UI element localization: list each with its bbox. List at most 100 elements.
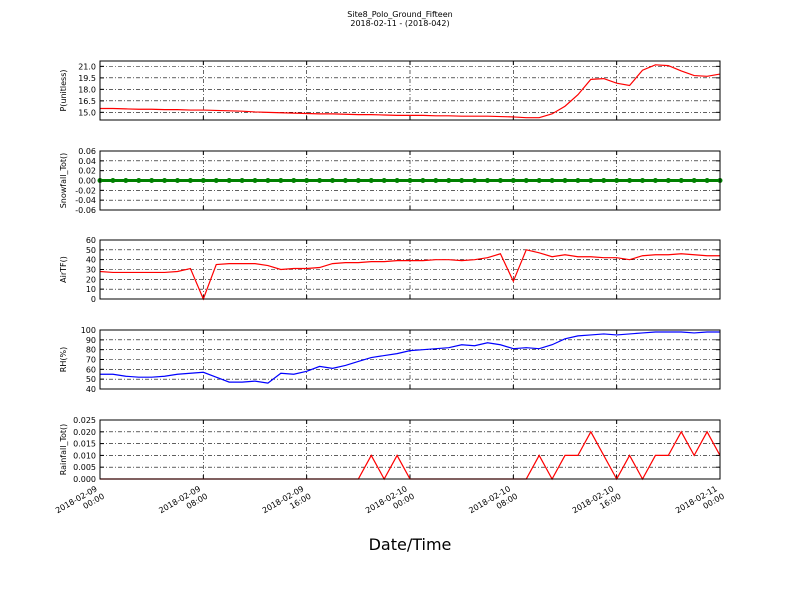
chart-subtitle: 2018-02-11 - (2018-042) xyxy=(350,19,449,28)
plot-frame xyxy=(99,419,721,480)
data-point xyxy=(394,178,400,183)
data-point xyxy=(523,178,529,183)
x-tick-label-group: 2018-02-09 00:00 xyxy=(54,483,106,524)
y-axis-label: AirTF() xyxy=(59,256,68,283)
y-tick-label: 0.015 xyxy=(73,440,96,449)
data-point xyxy=(304,178,310,183)
y-tick-label: 0.025 xyxy=(73,416,96,425)
y-tick-label: 21.0 xyxy=(78,62,96,71)
data-point xyxy=(200,178,206,183)
y-tick-label: 0.00 xyxy=(78,177,96,186)
plot-frame xyxy=(99,329,721,390)
x-tick-label-group: 2018-02-10 08:00 xyxy=(467,483,519,524)
data-point xyxy=(652,178,658,183)
y-tick-label: 20 xyxy=(86,275,96,284)
y-tick-label: 50 xyxy=(86,375,96,384)
y-tick-label: -0.04 xyxy=(75,196,96,205)
data-point xyxy=(497,178,503,183)
y-axis-label: P(unitless) xyxy=(59,69,68,111)
chart-title: Site8_Polo_Ground_Fifteen xyxy=(347,10,452,19)
data-point xyxy=(562,178,568,183)
data-point xyxy=(175,178,180,183)
data-point xyxy=(678,178,684,183)
y-axis-label: Rainfall_Tot() xyxy=(59,424,68,476)
data-point xyxy=(665,178,671,183)
data-point xyxy=(149,178,155,183)
data-point xyxy=(472,178,478,183)
y-tick-label: 80 xyxy=(86,346,96,355)
data-point xyxy=(549,178,555,183)
y-tick-label: -0.06 xyxy=(75,206,96,215)
x-tick-label: 2018-02-11 00:00 xyxy=(674,483,726,524)
data-point xyxy=(317,178,323,183)
x-tick-label-group: 2018-02-10 00:00 xyxy=(364,483,416,524)
data-point xyxy=(614,178,620,183)
data-line xyxy=(100,64,721,119)
data-point xyxy=(342,178,348,183)
x-tick-label-group: 2018-02-09 08:00 xyxy=(157,483,209,524)
data-point xyxy=(239,178,245,183)
plot-frame xyxy=(99,60,721,121)
y-axis-label: Snowfall_Tot() xyxy=(59,153,68,209)
x-tick-label-group: 2018-02-11 00:00 xyxy=(674,483,726,524)
data-point xyxy=(446,178,452,183)
x-tick-label-group: 2018-02-10 16:00 xyxy=(571,483,623,515)
data-point xyxy=(485,178,490,183)
y-tick-label: 0.005 xyxy=(73,463,96,472)
data-point xyxy=(110,178,116,183)
data-point xyxy=(136,178,142,183)
y-tick-label: 60 xyxy=(86,365,96,374)
y-tick-label: -0.02 xyxy=(75,186,96,195)
y-tick-label: 90 xyxy=(86,336,96,345)
y-tick-label: 18.0 xyxy=(78,85,96,94)
x-tick-label: 2018-02-10 08:00 xyxy=(467,483,519,524)
plot-frame xyxy=(99,239,721,300)
data-point xyxy=(459,178,465,183)
y-tick-label: 40 xyxy=(86,256,96,265)
y-tick-label: 0 xyxy=(91,295,96,304)
y-tick-label: 16.5 xyxy=(78,97,96,106)
data-point xyxy=(601,178,607,183)
x-tick-label: 2018-02-09 08:00 xyxy=(157,483,209,524)
y-tick-label: 10 xyxy=(86,285,96,294)
x-axis-label: Date/Time xyxy=(369,535,452,554)
data-point xyxy=(265,178,271,183)
x-tick-label: 2018-02-09 00:00 xyxy=(54,483,106,524)
data-point xyxy=(213,178,219,183)
plot-frame xyxy=(99,150,721,211)
data-point xyxy=(640,178,645,183)
data-point xyxy=(162,178,168,183)
data-point xyxy=(187,178,193,183)
data-point xyxy=(536,178,542,183)
data-point xyxy=(355,178,361,183)
x-tick-label: 2018-02-10 00:00 xyxy=(364,483,416,524)
y-tick-label: 40 xyxy=(86,385,96,394)
data-point xyxy=(368,178,374,183)
data-point xyxy=(381,178,387,183)
y-tick-label: 60 xyxy=(86,236,96,245)
data-point xyxy=(226,178,232,183)
data-point xyxy=(588,178,594,183)
data-point xyxy=(420,178,426,183)
data-point xyxy=(252,178,258,183)
data-point xyxy=(510,178,516,183)
y-tick-label: 50 xyxy=(86,246,96,255)
y-tick-label: 0.02 xyxy=(78,167,96,176)
data-point xyxy=(407,178,413,183)
data-point xyxy=(330,178,335,183)
data-point xyxy=(433,178,439,183)
y-tick-label: 0.06 xyxy=(78,147,96,156)
data-point xyxy=(575,178,581,183)
x-tick-label-group: 2018-02-09 16:00 xyxy=(261,483,313,524)
y-tick-label: 0.000 xyxy=(73,475,96,484)
y-tick-label: 15.0 xyxy=(78,108,96,117)
y-tick-label: 19.5 xyxy=(78,74,96,83)
y-tick-label: 30 xyxy=(86,266,96,275)
y-tick-label: 0.010 xyxy=(73,451,96,460)
data-point xyxy=(123,178,129,183)
data-point xyxy=(278,178,284,183)
x-tick-label: 2018-02-09 16:00 xyxy=(261,483,313,524)
data-point xyxy=(291,178,297,183)
data-point xyxy=(627,178,633,183)
